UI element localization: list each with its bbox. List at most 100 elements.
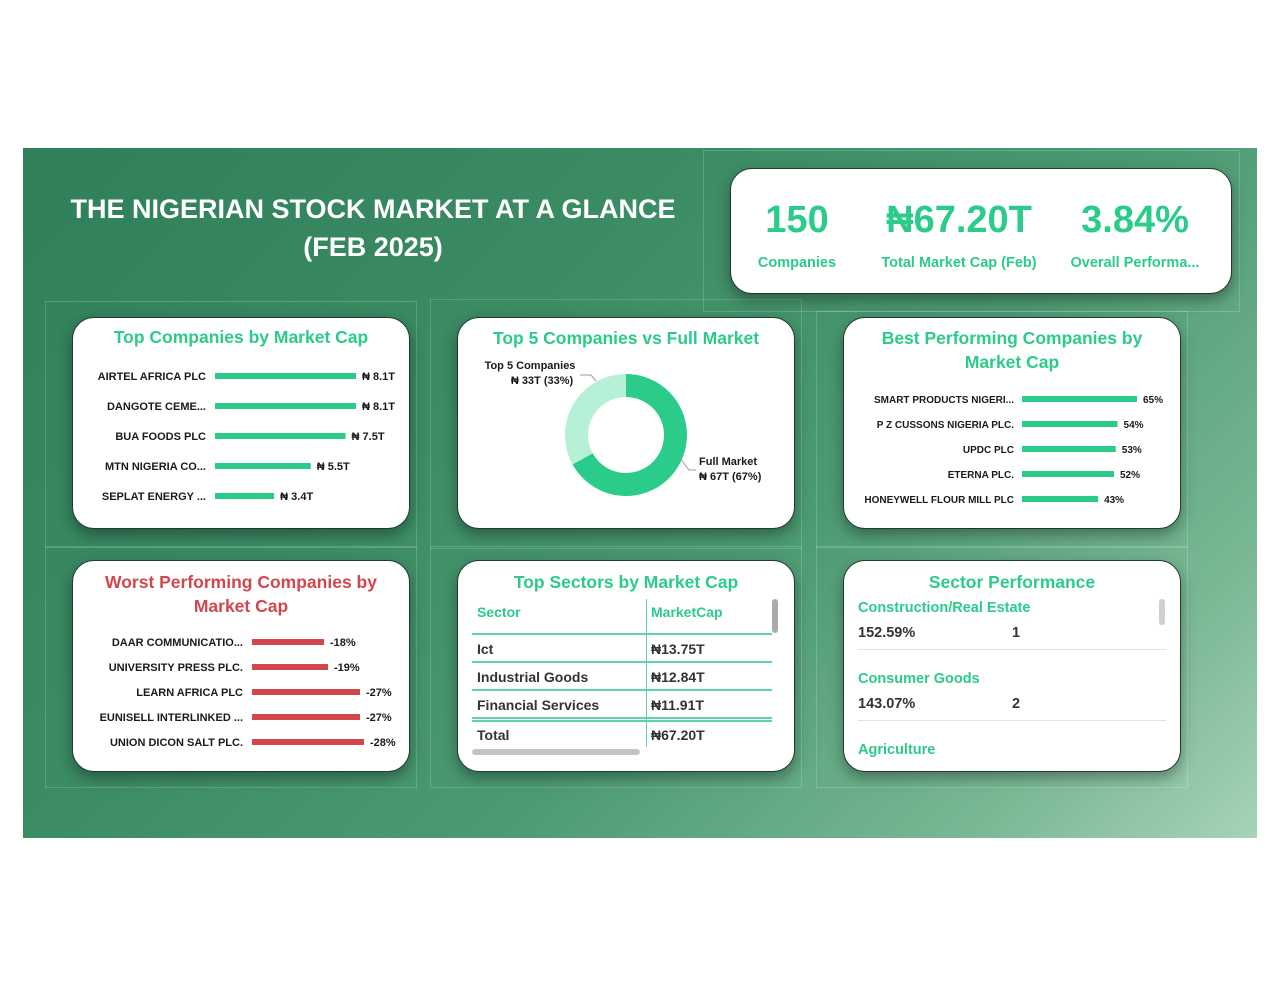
table-cell-sector: Ict [477,641,494,657]
data-label: ₦ 7.5T [352,431,385,443]
category-label: AIRTEL AFRICA PLC [98,371,206,383]
data-label: -27% [366,687,392,699]
worst-performing-chart: DAAR COMMUNICATIO... -18% UNIVERSITY PRESS… [100,637,396,749]
category-label: EUNISELL INTERLINKED ... [100,712,243,724]
top-sectors-title: Top Sectors by Market Cap [513,572,739,592]
bar [1022,496,1099,502]
title-line-2: (FEB 2025) [303,232,443,262]
table-total-value: ₦67.20T [651,727,705,743]
table-cell-sector: Financial Services [477,697,600,713]
bar [215,403,356,409]
sector-name: Agriculture [858,742,936,758]
category-label: LEARN AFRICA PLC [136,687,243,699]
sector-performance-value: 152.59% [858,625,916,641]
kpi-panel-outline [703,150,1240,312]
bar [215,433,346,439]
category-label: ETERNA PLC. [948,470,1015,481]
panel-outline [816,546,1188,788]
column-header-sector[interactable]: Sector [477,604,521,620]
total-divider [472,720,772,722]
panel-outline [45,301,417,548]
top-sectors-card: Top Sectors by Market Cap Sector MarketC… [457,560,795,772]
category-label: DAAR COMMUNICATIO... [112,637,243,649]
worst-performing-card: Worst Performing Companies by Market Cap… [72,560,410,772]
bar [1022,446,1116,452]
kpi-performance-label: Overall Performa... [1070,255,1200,271]
row-divider [472,717,772,719]
kpi-card: 150 Companies ₦67.20T Total Market Cap (… [730,168,1232,294]
vertical-scrollbar[interactable] [1159,599,1165,625]
vertical-scrollbar[interactable] [772,599,778,633]
table-cell-marketcap: ₦11.91T [651,697,704,713]
sector-performance-title: Sector Performance [928,572,1096,592]
table-cell-marketcap: ₦13.75T [651,641,705,657]
best-performing-card: Best Performing Companies by Market Cap … [843,317,1181,529]
kpi-market-cap-value: ₦67.20T [886,199,1032,241]
data-label: -27% [366,712,392,724]
category-label: UNIVERSITY PRESS PLC. [109,662,243,674]
bar [252,664,328,670]
slice-label: Full Market [699,456,757,468]
panel-outline [430,546,802,788]
bar [1022,396,1137,402]
category-label: SEPLAT ENERGY ... [102,491,206,503]
slice-value-label: ₦ 67T (67%) [699,471,762,483]
bar [252,639,324,645]
top-companies-card: Top Companies by Market Cap AIRTEL AFRIC… [72,317,410,529]
sector-rank: 2 [1012,696,1021,712]
top-companies-chart: AIRTEL AFRICA PLC ₦ 8.1T DANGOTE CEME... ₦ … [98,371,396,503]
panel-outline [816,311,1188,548]
bar [1022,471,1114,477]
sector-rank: 1 [1012,625,1021,641]
data-label: -18% [330,637,356,649]
table-cell-sector: Industrial Goods [477,669,589,685]
panel-outline [45,546,417,788]
data-label: ₦ 3.4T [280,491,313,503]
data-label: ₦ 8.1T [362,371,395,383]
title-line-1: THE NIGERIAN STOCK MARKET AT A GLANCE [70,194,676,224]
category-label: HONEYWELL FLOUR MILL PLC [864,495,1014,506]
kpi-market-cap-label: Total Market Cap (Feb) [881,255,1037,271]
top-companies-title: Top Companies by Market Cap [113,327,369,347]
bar [252,689,360,695]
row-divider [472,689,772,691]
panel-outline [430,299,802,549]
table-total-label: Total [477,727,510,743]
leader-line [679,457,696,471]
worst-performing-title: Worst Performing Companies by Market Cap [105,572,377,616]
sector-name: Consumer Goods [858,671,980,687]
pie-slice [572,374,687,496]
category-label: UPDC PLC [963,445,1014,456]
data-label: -19% [334,662,360,674]
category-label: MTN NIGERIA CO... [105,461,206,473]
top5-vs-market-card: Top 5 Companies vs Full Market Top 5 Com… [457,317,795,529]
data-label: 53% [1122,445,1142,456]
data-label: ₦ 5.5T [317,461,350,473]
top5-vs-market-title: Top 5 Companies vs Full Market [492,328,760,348]
category-label: BUA FOODS PLC [115,431,206,443]
list-divider [858,649,1166,650]
sector-performance-card: Sector Performance Construction/Real Est… [843,560,1181,772]
data-label: -28% [370,737,396,749]
data-label: 65% [1143,395,1163,406]
column-divider [646,599,647,747]
kpi-performance-value: 3.84% [1081,199,1189,241]
bar [252,739,364,745]
data-label: ₦ 8.1T [362,401,395,413]
category-label: SMART PRODUCTS NIGERI... [874,395,1014,406]
kpi-companies-label: Companies [757,255,837,271]
data-label: 52% [1120,470,1140,481]
page-title: THE NIGERIAN STOCK MARKET AT A GLANCE (F… [63,190,683,266]
data-label: 43% [1104,495,1124,506]
pie-slice [565,373,626,465]
slice-value-label: ₦ 33T (33%) [511,375,574,387]
category-label: DANGOTE CEME... [107,401,206,413]
bar [215,463,311,469]
dashboard-canvas: THE NIGERIAN STOCK MARKET AT A GLANCE (F… [23,148,1257,838]
bar [252,714,360,720]
bar [215,493,275,499]
sector-performance-value: 143.07% [858,696,916,712]
column-header-marketcap[interactable]: MarketCap [651,604,723,620]
kpi-companies-value: 150 [765,199,829,241]
horizontal-scrollbar[interactable] [472,749,640,755]
